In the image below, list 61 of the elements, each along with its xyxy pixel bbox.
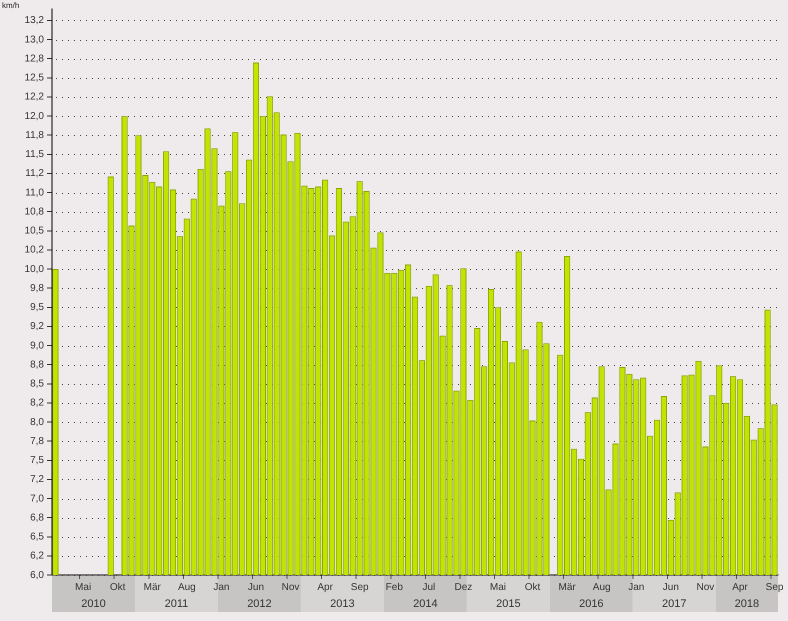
y-tick-label: 6,0 [30, 570, 44, 581]
y-tick-label: 12,8 [24, 53, 44, 64]
y-tick-label: 10,0 [24, 264, 44, 275]
x-tick-label: Mär [144, 582, 162, 593]
x-tick-label: Jan [213, 582, 230, 593]
x-tick-label: Mär [558, 582, 576, 593]
y-tick-label: 7,0 [30, 493, 44, 504]
y-tick-label: 12,0 [24, 110, 44, 122]
y-tick-label: 6,8 [30, 512, 44, 524]
x-tick-label: Sep [766, 582, 784, 593]
y-tick-label: 9,5 [30, 302, 44, 314]
y-tick-label: 12,5 [24, 72, 44, 84]
y-tick-label: 13,0 [24, 34, 44, 46]
x-tick-label: Jun [248, 582, 264, 593]
x-tick-label: Apr [732, 582, 748, 593]
text: 2017 [662, 598, 687, 610]
y-tick-label: 9,2 [30, 321, 44, 332]
y-tick-label: 6,5 [30, 532, 44, 543]
x-tick-label: Aug [592, 582, 611, 593]
x-tick-label: Jul [422, 582, 436, 593]
y-tick-label: 8,5 [30, 378, 44, 390]
y-tick-label: 10,8 [24, 206, 44, 218]
y-tick-label: 9,8 [30, 282, 44, 294]
x-tick-label: Sep [350, 582, 370, 593]
x-tick-label: Okt [524, 582, 541, 593]
y-tick-label: 12,2 [24, 92, 44, 103]
x-tick-label: Nov [696, 582, 714, 593]
text: 2014 [413, 598, 438, 610]
y-axis-title: km/h [2, 1, 20, 10]
y-tick-label: 6,2 [30, 550, 44, 562]
x-tick-label: Aug [178, 582, 196, 593]
text: 2013 [330, 598, 355, 610]
x-tick-label: Dez [454, 582, 472, 593]
y-tick-label: 11,2 [25, 168, 44, 180]
y-tick-label: 10,2 [24, 244, 44, 256]
y-tick-label: 7,5 [30, 455, 44, 466]
x-tick-label: Nov [282, 582, 300, 593]
y-tick-label: 7,2 [30, 474, 44, 486]
y-tick-label: 11,5 [25, 149, 44, 160]
x-tick-label: Okt [110, 582, 126, 593]
x-tick-label: Jan [628, 582, 644, 593]
y-tick-label: 8,2 [30, 398, 44, 409]
text: 2012 [247, 598, 272, 610]
y-tick-label: 9,0 [30, 340, 44, 352]
text: 2010 [81, 598, 106, 610]
x-tick-label: Mai [75, 582, 92, 593]
x-tick-label: Jun [662, 582, 679, 593]
x-tick-label: Apr [317, 582, 334, 593]
text: 2016 [579, 598, 604, 610]
text: 2018 [734, 598, 760, 610]
y-tick-label: 8,0 [30, 416, 44, 428]
y-tick-label: 7,8 [30, 436, 44, 447]
text: 2015 [496, 598, 521, 610]
y-tick-label: 8,8 [30, 359, 44, 370]
x-tick-label: Mai [490, 582, 506, 593]
x-tick-label: Feb [386, 582, 404, 593]
y-tick-label: 10,5 [24, 226, 44, 237]
y-tick-label: 13,2 [24, 15, 44, 26]
text: 2011 [164, 598, 188, 610]
y-tick-label: 11,0 [25, 187, 44, 198]
y-tick-label: 11,8 [25, 130, 44, 141]
